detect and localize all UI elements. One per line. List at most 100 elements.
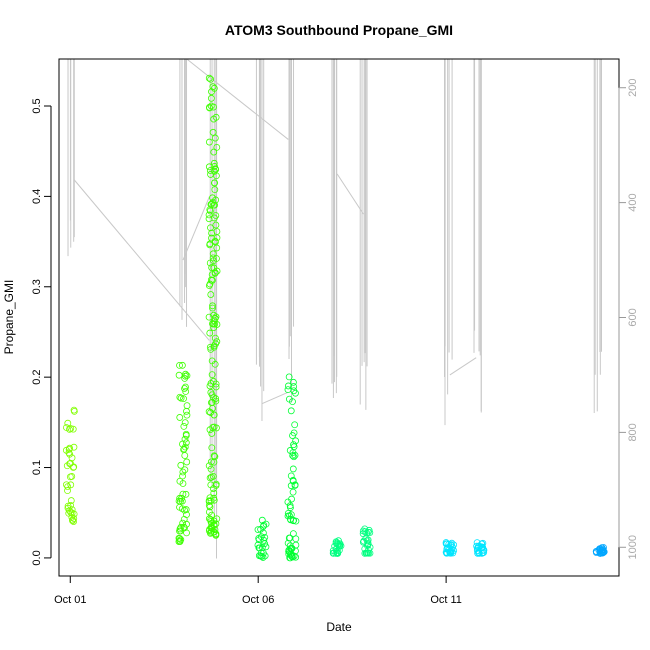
propane-point [291, 421, 299, 429]
propane-point [175, 497, 183, 505]
pressure-series [67, 58, 602, 559]
x-axis: Oct 01 Oct 06 Oct 11 [54, 575, 462, 606]
propane-point [206, 207, 214, 215]
propane-point [258, 553, 266, 560]
propane-point [474, 544, 482, 552]
y2-tick-label: 200 [627, 79, 639, 97]
propane-point [210, 159, 218, 167]
propane-point [292, 547, 299, 555]
propane-point [332, 538, 340, 546]
propane-point [205, 215, 213, 223]
propane-point [182, 490, 190, 498]
propane-point [286, 502, 294, 510]
propane-point [292, 437, 300, 445]
x-tick-label: Oct 06 [242, 594, 274, 606]
propane-point [211, 360, 219, 368]
propane-point [208, 264, 216, 271]
propane-point [361, 549, 369, 557]
propane-point [183, 402, 191, 410]
propane-point [176, 538, 184, 546]
propane-point [207, 75, 215, 83]
propane-point [361, 528, 369, 536]
propane-point [210, 411, 218, 419]
propane-point [288, 544, 296, 552]
propane-point [206, 167, 214, 174]
propane-point [212, 383, 220, 391]
propane-point [205, 462, 213, 470]
y-tick-label: 0.3 [31, 279, 43, 294]
propane-point [209, 83, 217, 91]
propane-point [363, 529, 371, 537]
y2-tick-label: 600 [627, 308, 639, 326]
propane-point [254, 526, 262, 533]
propane-point [290, 383, 298, 390]
propane-point [209, 128, 217, 136]
propane-point [287, 545, 295, 553]
propane-point [289, 398, 296, 406]
propane-point [285, 373, 293, 381]
propane-point [259, 554, 267, 561]
propane-point [176, 414, 184, 421]
propane-point [213, 234, 221, 242]
propane-point [207, 224, 214, 232]
y2-tick-label: 1000 [627, 535, 639, 559]
propane-point [209, 302, 216, 310]
propane-point [210, 148, 218, 156]
propane-point [260, 549, 267, 557]
y-tick-label: 0.2 [31, 370, 43, 385]
propane-point [213, 143, 221, 151]
propane-point [261, 533, 269, 541]
propane-point [181, 466, 189, 474]
propane-point [66, 460, 74, 468]
propane-point [210, 458, 218, 466]
x-axis-label: Date [326, 620, 352, 634]
propane-point [289, 530, 297, 538]
propane-point [207, 497, 215, 505]
propane-point [212, 395, 220, 402]
propane-point [259, 523, 267, 530]
chart-title: ATOM3 Southbound Propane_GMI [225, 22, 453, 38]
propane-point [182, 370, 189, 378]
propane-point [207, 409, 215, 416]
propane-point [206, 104, 213, 112]
propane-point [290, 441, 297, 449]
propane-point [179, 490, 187, 498]
propane-point [205, 211, 213, 219]
propane-point [210, 84, 218, 92]
propane-point [210, 377, 217, 385]
propane-point [359, 530, 367, 538]
propane-point [67, 425, 75, 432]
propane-point [211, 314, 219, 322]
propane-point [211, 134, 219, 142]
propane-point [175, 371, 183, 379]
x-tick-label: Oct 11 [430, 594, 462, 606]
propane-point [178, 361, 186, 369]
propane-point [205, 501, 213, 509]
propane-point [442, 539, 450, 546]
propane-point [182, 430, 190, 438]
propane-point [181, 419, 189, 427]
propane-point [183, 411, 191, 419]
propane-point [181, 374, 189, 382]
propane-point [212, 221, 220, 229]
propane-point [209, 404, 216, 412]
propane-point [334, 549, 342, 557]
propane-point [183, 520, 190, 528]
propane-point [207, 380, 215, 387]
propane-point [177, 527, 185, 535]
propane-point [288, 495, 295, 503]
propane-point [64, 419, 72, 427]
propane-point [289, 465, 297, 473]
propane-point [66, 473, 74, 481]
propane-point [65, 449, 73, 457]
y2-tick-label: 400 [627, 193, 639, 211]
propane-point [209, 485, 217, 492]
propane-point [67, 497, 75, 504]
propane-point [208, 229, 215, 237]
propane-point [443, 540, 451, 548]
propane-point [208, 444, 216, 452]
propane-point [177, 461, 185, 469]
propane-point [473, 539, 481, 547]
propane-point [213, 267, 221, 275]
propane-point [210, 324, 218, 331]
